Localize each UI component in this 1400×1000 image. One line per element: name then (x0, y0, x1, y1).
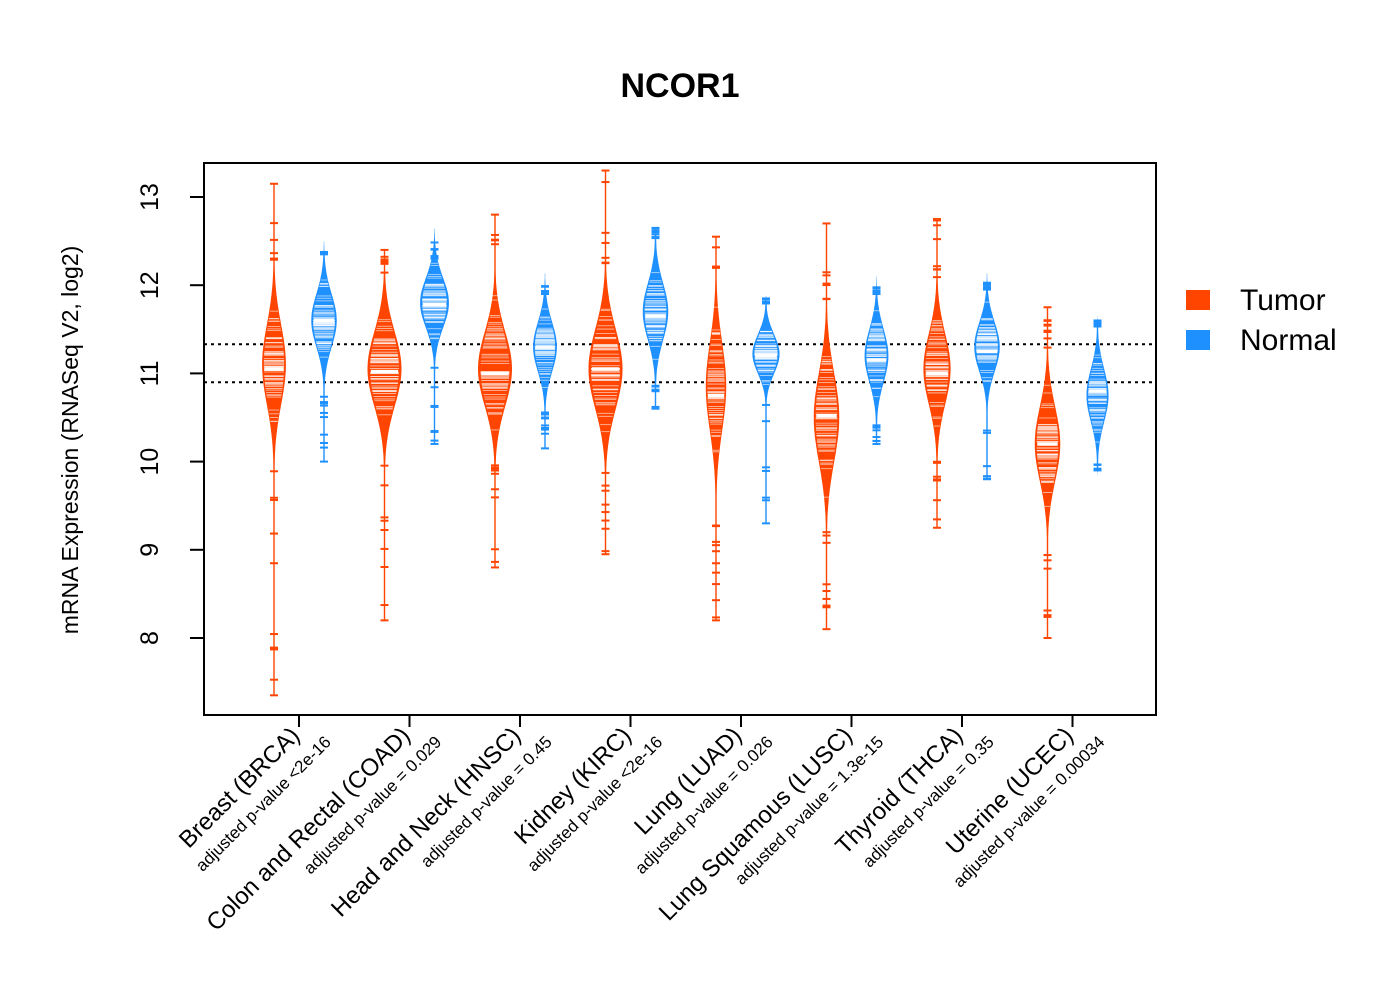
normal-lung-squamous-lusc-density (864, 276, 889, 436)
y-tick-label: 12 (136, 271, 164, 299)
normal-breast-brca-bean (311, 241, 337, 463)
normal-lung-luad-bean (752, 295, 780, 525)
tumor-head-and-neck-hnsc-bean (478, 213, 512, 569)
tumor-thyroid-thca-bean (923, 218, 951, 529)
normal-kidney-kirc-density (642, 227, 669, 397)
tumor-breast-brca-bean (262, 182, 286, 697)
tumor-uterine-ucec-bean (1034, 306, 1061, 639)
legend-label-tumor: Tumor (1240, 284, 1326, 317)
tumor-lung-squamous-lusc-bean (813, 222, 840, 631)
tumor-lung-luad-bean (705, 235, 727, 622)
legend: Tumor Normal (1186, 284, 1337, 357)
legend-swatch-tumor (1186, 290, 1210, 310)
normal-uterine-ucec-bean (1086, 316, 1109, 475)
tumor-lung-luad-density (705, 254, 727, 519)
plot-area (203, 162, 1157, 716)
normal-lung-squamous-lusc-bean (864, 276, 889, 445)
normal-thyroid-thca-bean (974, 272, 1000, 481)
y-tick-label: 11 (136, 360, 164, 386)
normal-colon-and-rectal-coad-bean (420, 228, 449, 445)
y-tick-label: 8 (136, 631, 164, 645)
legend-swatch-normal (1186, 330, 1210, 350)
tumor-head-and-neck-hnsc-density (478, 257, 512, 481)
plot-frame (203, 162, 1157, 716)
tumor-kidney-kirc-bean (588, 169, 623, 556)
tumor-colon-and-rectal-coad-density (367, 257, 402, 481)
normal-head-and-neck-hnsc-bean (533, 272, 557, 450)
normal-thyroid-thca-density (974, 272, 1000, 421)
x-axis-labels: Breast (BRCA)adjusted p-value <2e-16Colo… (174, 715, 1108, 936)
normal-kidney-kirc-bean (642, 226, 669, 410)
y-axis-label: mRNA Expression (RNASeq V2, log2) (57, 246, 83, 635)
y-tick-label: 13 (136, 183, 164, 211)
tumor-thyroid-thca-density (923, 263, 951, 475)
y-axis: 8 9 10 11 12 13 (136, 183, 205, 645)
y-tick-label: 9 (136, 543, 164, 557)
y-tick-label: 10 (136, 448, 164, 476)
legend-label-normal: Normal (1240, 324, 1337, 357)
chart-title: NCOR1 (620, 67, 739, 105)
tumor-colon-and-rectal-coad-bean (367, 248, 402, 622)
